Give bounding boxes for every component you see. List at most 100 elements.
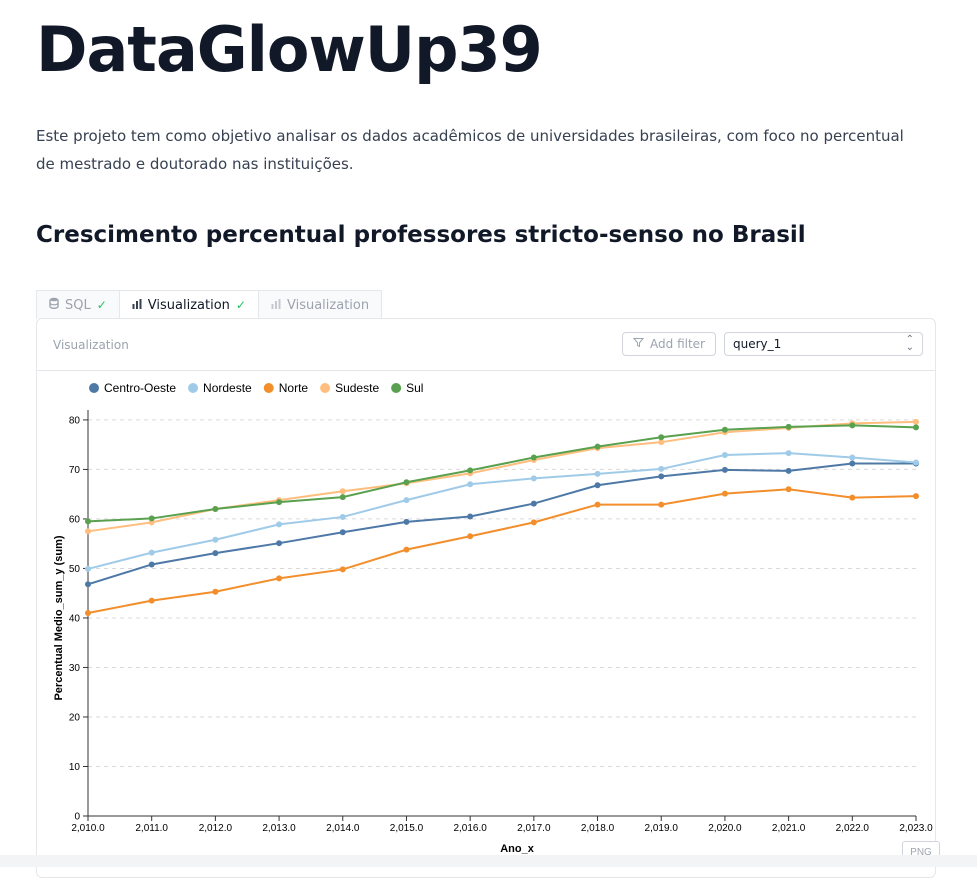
data-point-sul [85,518,91,525]
data-point-sul [276,499,283,506]
database-icon [49,297,59,313]
data-point-norte [721,490,728,497]
data-point-norte [785,486,792,493]
data-point-centro-oeste [85,581,91,588]
data-point-centro-oeste [658,473,665,480]
check-icon: ✓ [96,298,107,312]
data-point-sudeste [339,488,346,495]
data-point-sudeste [658,439,665,446]
x-tick-label: 2,015.0 [390,823,424,834]
data-point-sul [849,422,856,429]
x-tick-label: 2,012.0 [199,823,233,834]
x-tick-label: 2,016.0 [453,823,487,834]
data-point-centro-oeste [721,466,728,473]
data-point-sul [594,443,601,450]
x-tick-label: 2,017.0 [517,823,551,834]
y-tick-label: 10 [69,762,81,773]
data-point-centro-oeste [148,561,155,568]
y-tick-label: 30 [69,663,81,674]
section-title: Crescimento percentual professores stric… [36,222,806,248]
x-tick-label: 2,019.0 [645,823,679,834]
data-point-norte [594,501,601,508]
y-tick-label: 40 [69,613,81,624]
panel-label: Visualization [53,338,129,352]
legend-swatch-centro-oeste [89,383,99,393]
series-line-norte [87,488,917,614]
series-line-sul [87,424,917,523]
data-point-nordeste [339,513,346,520]
page-bottom-edge [0,855,977,867]
filter-icon [632,337,645,351]
data-point-nordeste [148,549,155,556]
legend-label-nordeste: Nordeste [203,381,252,395]
data-point-nordeste [721,452,728,459]
legend-label-sul: Sul [406,381,423,395]
y-tick-label: 60 [69,514,81,525]
data-point-norte [276,575,283,582]
tab-visualization-label: Visualization [147,297,230,313]
data-point-sul [530,454,537,461]
y-tick-label: 50 [69,564,81,575]
data-point-centro-oeste [276,540,283,547]
data-point-nordeste [785,450,792,457]
data-point-sul [658,434,665,441]
data-point-sul [721,426,728,433]
data-point-norte [530,519,537,526]
panel-header: Visualization Add filter query_1 ⌃ ⌄ [37,319,935,371]
legend-swatch-sudeste [320,383,331,393]
data-point-nordeste [212,536,219,543]
data-point-sul [913,424,919,431]
data-point-centro-oeste [594,482,601,489]
data-point-nordeste [658,465,665,472]
y-tick-label: 70 [69,465,81,476]
tab-visualization[interactable]: Visualization ✓ [119,290,259,319]
data-point-sul [467,467,474,474]
x-tick-label: 2,018.0 [581,823,615,834]
data-point-sul [403,479,410,486]
data-point-nordeste [467,481,474,488]
data-point-centro-oeste [403,518,410,525]
data-point-centro-oeste [785,467,792,474]
query-select[interactable]: query_1 ⌃ ⌄ [724,332,923,356]
data-point-sul [785,423,792,430]
data-point-norte [658,501,665,508]
data-point-norte [913,493,919,500]
x-tick-label: 2,020.0 [708,823,742,834]
y-tick-label: 80 [69,415,81,426]
query-select-value: query_1 [733,337,782,351]
data-point-norte [467,533,474,540]
data-point-nordeste [276,521,283,528]
add-filter-button[interactable]: Add filter [622,332,716,356]
data-point-nordeste [403,497,410,504]
legend-swatch-sul [391,383,402,393]
bar-chart-icon [132,298,142,313]
data-point-centro-oeste [530,500,537,507]
page-title: DataGlowUp39 [36,13,543,86]
bar-chart-icon [271,298,281,313]
data-point-sul [148,515,155,522]
legend-label-centro-oeste: Centro-Oeste [104,381,176,395]
data-point-nordeste [849,454,856,461]
data-point-norte [849,494,856,501]
tab-sql-label: SQL [65,297,91,313]
data-point-nordeste [913,459,919,466]
x-tick-label: 2,023.0 [899,823,933,834]
page-description: Este projeto tem como objetivo analisar … [36,127,904,173]
series-line-nordeste [87,452,917,570]
tab-visualization-2[interactable]: Visualization [258,290,383,319]
y-tick-label: 0 [74,812,80,823]
data-point-norte [85,610,91,616]
data-point-sudeste [913,418,919,425]
legend-swatch-norte [263,383,274,393]
x-tick-label: 2,010.0 [71,823,105,834]
y-axis-label: Percentual Medio_sum_y (sum) [53,535,65,700]
data-point-centro-oeste [339,529,346,536]
tab-sql[interactable]: SQL ✓ [36,290,120,319]
data-point-nordeste [594,470,601,477]
legend-swatch-nordeste [188,383,199,393]
series-line-centro-oeste [87,462,916,586]
add-filter-label: Add filter [650,337,705,351]
x-tick-label: 2,011.0 [135,823,168,834]
data-point-nordeste [85,565,91,572]
